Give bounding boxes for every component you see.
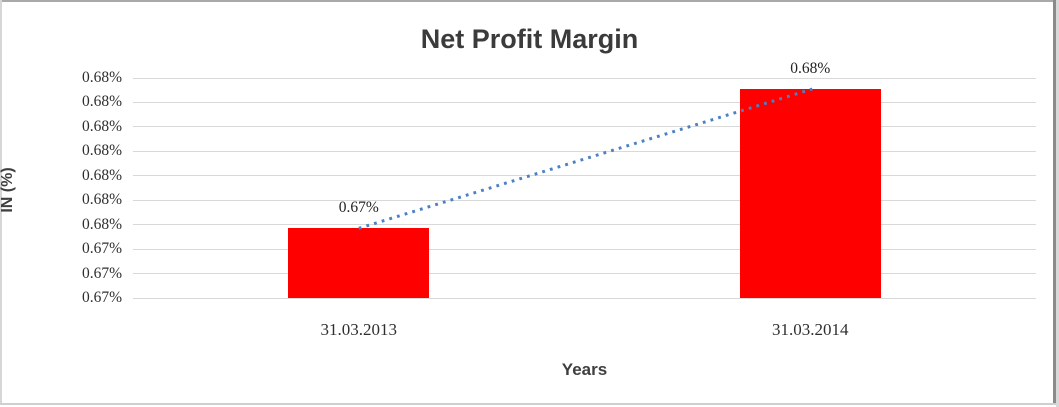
frame-border-bottom — [0, 403, 1056, 405]
chart-title: Net Profit Margin — [420, 24, 639, 54]
x-axis-title: Years — [561, 360, 608, 379]
y-axis-tick-label: 0.68% — [81, 191, 122, 209]
y-gridline — [133, 77, 1036, 79]
y-axis-tick-label: 0.67% — [81, 289, 122, 306]
bar-data-label: 0.67% — [338, 199, 379, 217]
frame-border-right-outer — [1056, 0, 1059, 407]
y-axis-tick-label: 0.68% — [81, 93, 122, 111]
y-gridline — [133, 224, 1036, 226]
frame-border-right — [1053, 0, 1056, 405]
y-axis-tick-label: 0.68% — [81, 117, 122, 135]
y-axis-tick-label: 0.68% — [81, 215, 122, 233]
y-axis-title: IN (%) — [0, 167, 16, 213]
y-axis-tick-label: 0.68% — [81, 166, 122, 184]
x-axis-tick-label: 31.03.2013 — [320, 320, 398, 339]
y-gridline — [133, 175, 1036, 177]
frame-border-top — [0, 0, 1056, 2]
y-axis-tick-label: 0.68% — [81, 142, 122, 160]
y-axis-tick-label: 0.68% — [81, 69, 122, 86]
x-axis-tick-label: 31.03.2014 — [772, 320, 849, 339]
bar-31.03.2013[interactable] — [288, 228, 430, 298]
y-gridline — [133, 248, 1036, 250]
y-gridline — [133, 126, 1036, 128]
bar-31.03.2014[interactable] — [739, 89, 881, 298]
y-gridline — [133, 273, 1036, 275]
y-gridline — [133, 101, 1036, 103]
y-axis-tick-label: 0.67% — [81, 264, 122, 282]
y-gridline — [133, 150, 1036, 152]
y-gridline — [133, 199, 1036, 201]
frame-border-left — [0, 0, 2, 404]
y-axis-tick-label: 0.67% — [81, 240, 122, 258]
bar-data-label: 0.68% — [790, 60, 831, 77]
y-gridline — [133, 297, 1036, 299]
